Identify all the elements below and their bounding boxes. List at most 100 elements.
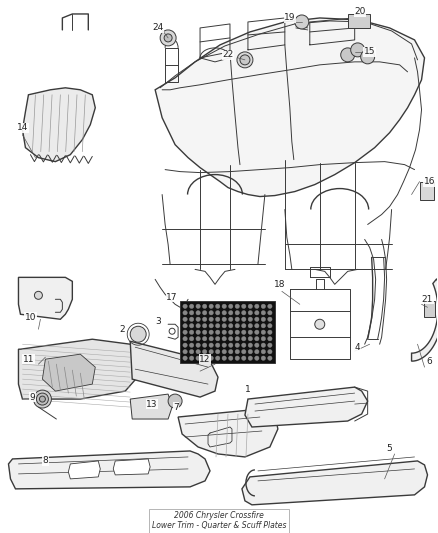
Circle shape — [183, 304, 187, 309]
Circle shape — [229, 343, 233, 348]
Circle shape — [209, 336, 213, 341]
Circle shape — [160, 30, 176, 46]
Circle shape — [215, 343, 220, 348]
Polygon shape — [18, 339, 145, 399]
Circle shape — [196, 350, 200, 354]
Circle shape — [196, 324, 200, 328]
Circle shape — [248, 336, 253, 341]
Circle shape — [222, 324, 226, 328]
Circle shape — [183, 324, 187, 328]
Polygon shape — [245, 387, 367, 427]
Text: 10: 10 — [25, 313, 36, 322]
Bar — [420, 182, 434, 199]
Circle shape — [254, 311, 259, 315]
Circle shape — [248, 304, 253, 309]
Circle shape — [268, 336, 272, 341]
Circle shape — [183, 356, 187, 360]
Polygon shape — [130, 341, 218, 397]
Circle shape — [183, 343, 187, 348]
Text: 2006 Chrysler Crossfire
Lower Trim - Quarter & Scuff Plates: 2006 Chrysler Crossfire Lower Trim - Qua… — [152, 511, 286, 530]
Text: 14: 14 — [17, 123, 28, 132]
Circle shape — [261, 343, 265, 348]
Text: 4: 4 — [355, 343, 360, 352]
Circle shape — [254, 304, 259, 309]
Circle shape — [248, 343, 253, 348]
Circle shape — [222, 330, 226, 334]
Circle shape — [242, 336, 246, 341]
Circle shape — [268, 324, 272, 328]
Text: 7: 7 — [173, 402, 179, 411]
Text: 11: 11 — [23, 354, 34, 364]
Circle shape — [215, 317, 220, 321]
Circle shape — [209, 356, 213, 360]
Circle shape — [168, 394, 182, 408]
Circle shape — [254, 336, 259, 341]
Circle shape — [229, 336, 233, 341]
Circle shape — [235, 311, 240, 315]
Polygon shape — [178, 409, 278, 457]
Circle shape — [242, 304, 246, 309]
Circle shape — [248, 324, 253, 328]
Circle shape — [268, 350, 272, 354]
Circle shape — [315, 319, 325, 329]
Circle shape — [189, 311, 194, 315]
Circle shape — [235, 356, 240, 360]
Circle shape — [196, 304, 200, 309]
Text: 8: 8 — [42, 456, 48, 465]
Polygon shape — [113, 459, 150, 475]
Polygon shape — [242, 461, 427, 505]
Circle shape — [254, 350, 259, 354]
Circle shape — [261, 324, 265, 328]
Circle shape — [39, 396, 46, 402]
Text: 9: 9 — [29, 393, 35, 401]
Text: 15: 15 — [364, 47, 375, 56]
Circle shape — [209, 311, 213, 315]
Circle shape — [183, 330, 187, 334]
Circle shape — [235, 343, 240, 348]
Circle shape — [341, 48, 355, 62]
Text: 12: 12 — [199, 354, 211, 364]
Polygon shape — [68, 461, 100, 479]
Text: 22: 22 — [223, 51, 233, 59]
Circle shape — [196, 336, 200, 341]
Circle shape — [196, 330, 200, 334]
Circle shape — [229, 317, 233, 321]
Circle shape — [248, 330, 253, 334]
Circle shape — [222, 343, 226, 348]
Circle shape — [229, 356, 233, 360]
Circle shape — [235, 336, 240, 341]
Circle shape — [248, 356, 253, 360]
Circle shape — [268, 304, 272, 309]
Circle shape — [215, 304, 220, 309]
Circle shape — [215, 336, 220, 341]
Text: 6: 6 — [427, 357, 432, 366]
Circle shape — [235, 324, 240, 328]
Text: 1: 1 — [245, 385, 251, 393]
Circle shape — [248, 350, 253, 354]
Text: 2: 2 — [120, 325, 125, 334]
Circle shape — [189, 304, 194, 309]
Circle shape — [222, 336, 226, 341]
Circle shape — [202, 311, 207, 315]
Circle shape — [235, 304, 240, 309]
Circle shape — [261, 350, 265, 354]
Circle shape — [164, 34, 172, 42]
Circle shape — [268, 311, 272, 315]
Circle shape — [202, 330, 207, 334]
Circle shape — [261, 304, 265, 309]
Circle shape — [215, 330, 220, 334]
Circle shape — [222, 304, 226, 309]
Text: 16: 16 — [424, 177, 435, 186]
Circle shape — [209, 330, 213, 334]
Circle shape — [222, 350, 226, 354]
Circle shape — [215, 311, 220, 315]
Circle shape — [254, 330, 259, 334]
Circle shape — [261, 317, 265, 321]
Circle shape — [202, 350, 207, 354]
Circle shape — [196, 343, 200, 348]
Circle shape — [130, 326, 146, 342]
Circle shape — [254, 317, 259, 321]
Circle shape — [242, 311, 246, 315]
Circle shape — [209, 304, 213, 309]
Circle shape — [261, 356, 265, 360]
